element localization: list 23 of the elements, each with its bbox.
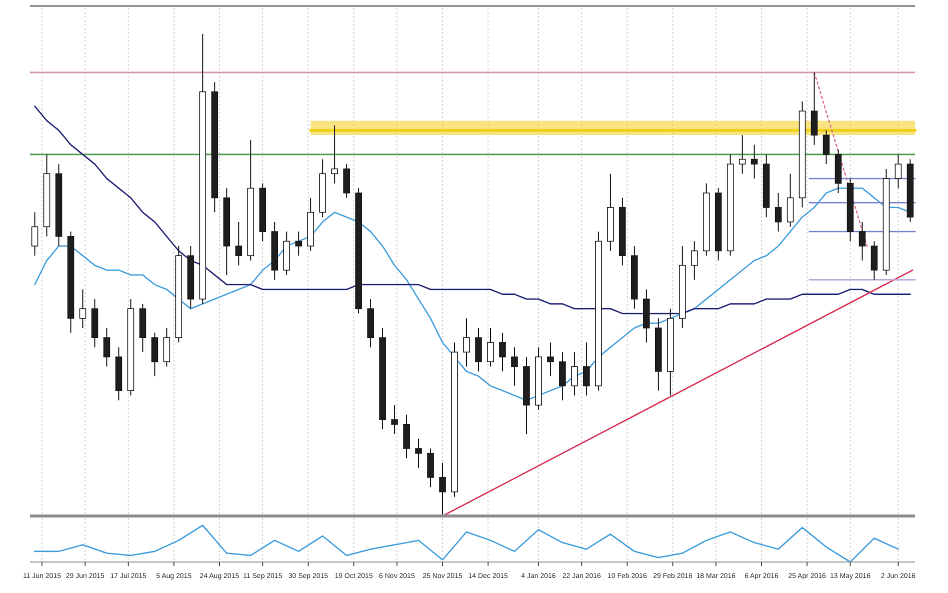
candlestick [499, 332, 506, 372]
candlestick [690, 240, 698, 280]
candlestick [894, 154, 902, 189]
candlestick [31, 212, 38, 256]
candlestick [858, 221, 866, 261]
candlestick [547, 342, 554, 377]
candlestick [583, 342, 590, 396]
candlestick [295, 231, 302, 256]
candlestick [79, 288, 86, 328]
candlestick [738, 134, 746, 174]
candlestick [774, 192, 782, 232]
candlestick [511, 346, 518, 386]
candlestick [391, 404, 398, 435]
candlestick [331, 125, 338, 184]
candlestick [415, 438, 422, 468]
candlestick [103, 327, 110, 368]
candlestick [822, 130, 830, 165]
candlestick [235, 221, 242, 266]
candlestick [571, 352, 578, 396]
candlestick [463, 318, 470, 368]
candlestick [487, 327, 494, 368]
candlestick [750, 144, 758, 180]
candlestick [439, 462, 446, 516]
